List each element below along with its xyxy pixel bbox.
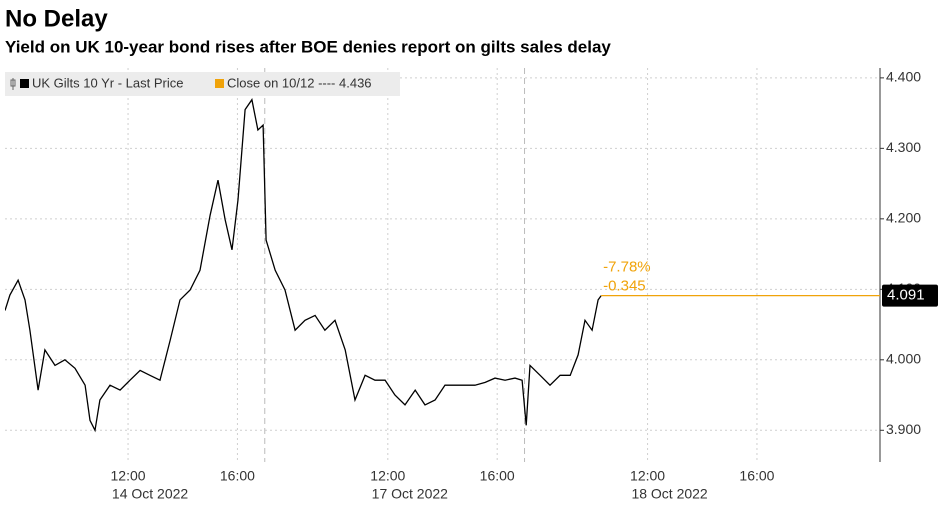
y-tick-label: 4.400 xyxy=(886,69,921,85)
y-tick-label: 4.000 xyxy=(886,351,921,367)
x-tick-label: 16:00 xyxy=(480,468,515,484)
change-annotation: -7.78% xyxy=(603,259,651,276)
last-value-box xyxy=(882,284,938,307)
x-tick-label: 16:00 xyxy=(739,468,774,484)
legend-box xyxy=(5,72,400,96)
x-date-label: 14 Oct 2022 xyxy=(112,486,188,502)
legend-icon xyxy=(10,78,16,90)
y-tick-label: 4.200 xyxy=(886,210,921,226)
x-tick-label: 12:00 xyxy=(370,468,405,484)
change-annotation: -0.345 xyxy=(603,278,646,295)
price-line xyxy=(5,98,602,433)
legend-swatch xyxy=(20,79,29,88)
legend-label: Close on 10/12 ---- 4.436 xyxy=(227,75,372,90)
x-date-label: 18 Oct 2022 xyxy=(631,486,707,502)
chart-title: No Delay xyxy=(5,5,108,32)
x-date-label: 17 Oct 2022 xyxy=(372,486,448,502)
x-tick-label: 12:00 xyxy=(630,468,665,484)
legend-label: UK Gilts 10 Yr - Last Price xyxy=(32,75,183,90)
legend-swatch xyxy=(215,79,224,88)
plot-area xyxy=(5,98,602,433)
last-value-label: 4.091 xyxy=(887,287,925,304)
y-tick-label: 4.300 xyxy=(886,139,921,155)
chart-subtitle: Yield on UK 10-year bond rises after BOE… xyxy=(5,37,611,56)
y-tick-label: 3.900 xyxy=(886,421,921,437)
x-tick-label: 12:00 xyxy=(111,468,146,484)
x-tick-label: 16:00 xyxy=(220,468,255,484)
